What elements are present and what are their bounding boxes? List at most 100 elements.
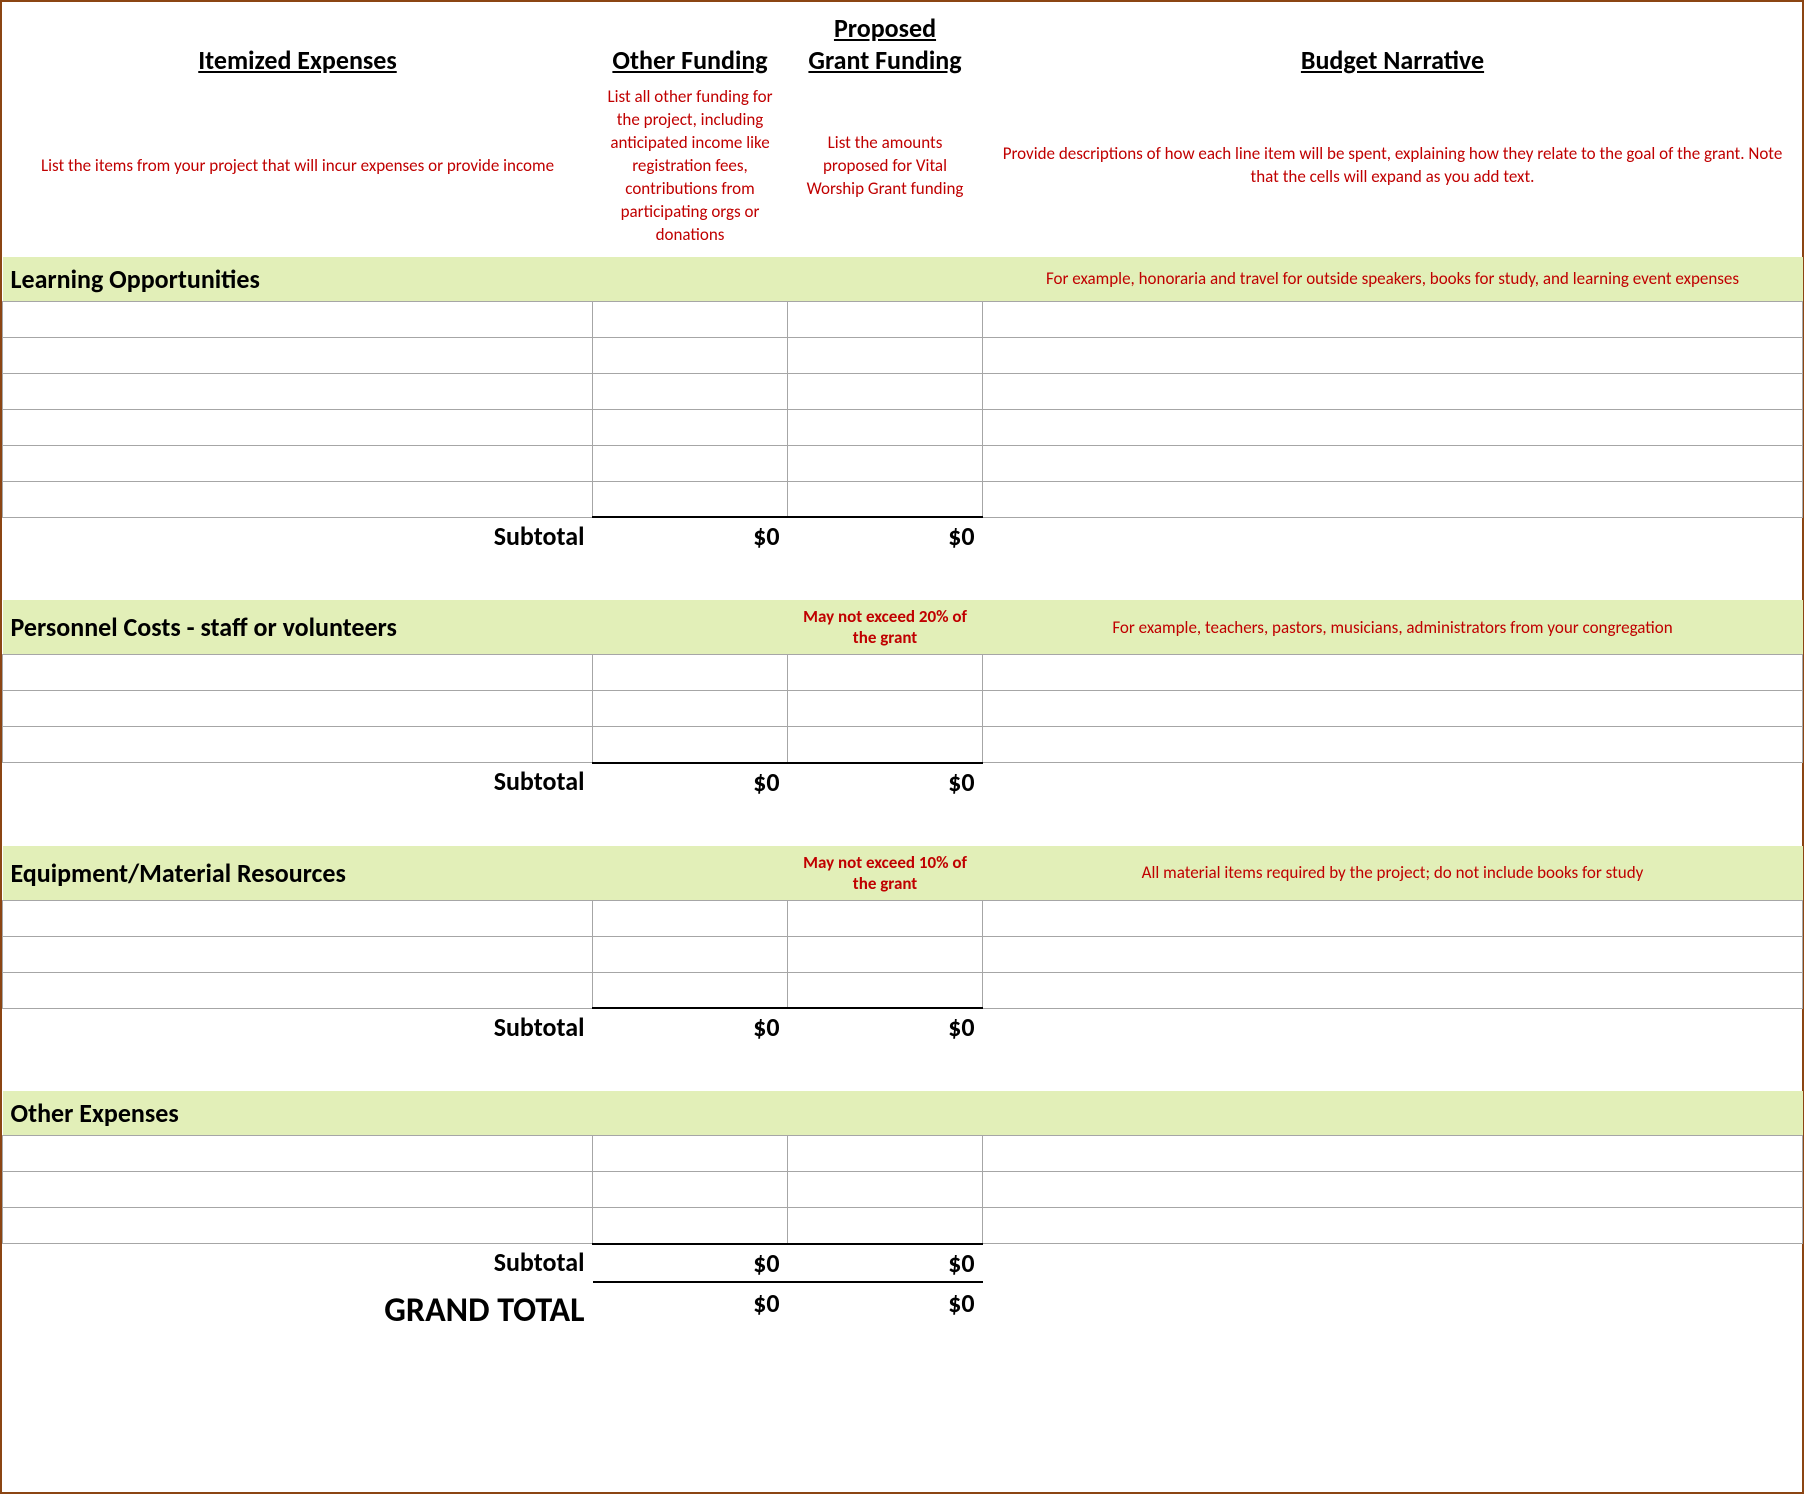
cell-other[interactable] — [593, 481, 788, 517]
cell-itemized[interactable] — [3, 481, 593, 517]
cell-grant[interactable] — [788, 373, 983, 409]
cell-grant[interactable] — [788, 655, 983, 691]
cell-grant[interactable] — [788, 481, 983, 517]
table-row — [3, 301, 1803, 337]
cell-itemized[interactable] — [3, 936, 593, 972]
cell-narrative[interactable] — [983, 972, 1803, 1008]
cell-itemized[interactable] — [3, 409, 593, 445]
table-row — [3, 337, 1803, 373]
cell-other[interactable] — [593, 655, 788, 691]
section-note-other — [788, 1091, 983, 1136]
subtotal-row-personnel: Subtotal $0 $0 — [3, 763, 1803, 800]
cell-itemized[interactable] — [3, 655, 593, 691]
table-row — [3, 1208, 1803, 1244]
cell-narrative[interactable] — [983, 481, 1803, 517]
cell-grant[interactable] — [788, 972, 983, 1008]
cell-other[interactable] — [593, 936, 788, 972]
cell-itemized[interactable] — [3, 1172, 593, 1208]
subtotal-grant: $0 — [788, 763, 983, 800]
table-row — [3, 481, 1803, 517]
section-title-personnel: Personnel Costs - staff or volunteers — [3, 600, 788, 655]
header-grant-funding: Proposed Grant Funding — [788, 2, 983, 80]
cell-narrative[interactable] — [983, 936, 1803, 972]
cell-narrative[interactable] — [983, 691, 1803, 727]
table-row — [3, 409, 1803, 445]
cell-narrative[interactable] — [983, 1136, 1803, 1172]
section-title-equipment: Equipment/Material Resources — [3, 846, 788, 901]
table-row — [3, 727, 1803, 763]
cell-grant[interactable] — [788, 727, 983, 763]
cell-itemized[interactable] — [3, 1208, 593, 1244]
cell-grant[interactable] — [788, 301, 983, 337]
subtotal-grant: $0 — [788, 1244, 983, 1282]
header-itemized: Itemized Expenses — [3, 2, 593, 80]
header-narrative: Budget Narrative — [983, 2, 1803, 80]
cell-itemized[interactable] — [3, 727, 593, 763]
cell-other[interactable] — [593, 301, 788, 337]
section-example-other — [983, 1091, 1803, 1136]
cell-grant[interactable] — [788, 936, 983, 972]
cell-grant[interactable] — [788, 1136, 983, 1172]
cell-grant[interactable] — [788, 691, 983, 727]
cell-other[interactable] — [593, 1172, 788, 1208]
subtotal-spacer — [983, 1008, 1803, 1045]
table-row — [3, 972, 1803, 1008]
cell-other[interactable] — [593, 972, 788, 1008]
grand-total-row: GRAND TOTAL $0 $0 — [3, 1282, 1803, 1333]
desc-grant-funding: List the amounts proposed for Vital Wors… — [788, 80, 983, 257]
cell-other[interactable] — [593, 373, 788, 409]
cell-other[interactable] — [593, 727, 788, 763]
cell-narrative[interactable] — [983, 301, 1803, 337]
cell-grant[interactable] — [788, 1172, 983, 1208]
section-example-personnel: For example, teachers, pastors, musician… — [983, 600, 1803, 655]
cell-other[interactable] — [593, 445, 788, 481]
cell-narrative[interactable] — [983, 900, 1803, 936]
section-header-personnel: Personnel Costs - staff or volunteers Ma… — [3, 600, 1803, 655]
subtotal-label: Subtotal — [3, 1244, 593, 1282]
grand-total-label: GRAND TOTAL — [3, 1282, 593, 1333]
section-note-personnel: May not exceed 20% of the grant — [788, 600, 983, 655]
cell-narrative[interactable] — [983, 337, 1803, 373]
section-note-equipment: May not exceed 10% of the grant — [788, 846, 983, 901]
subtotal-spacer — [983, 763, 1803, 800]
subtotal-other: $0 — [593, 1008, 788, 1045]
cell-itemized[interactable] — [3, 972, 593, 1008]
cell-itemized[interactable] — [3, 691, 593, 727]
spacer-row — [3, 800, 1803, 846]
cell-grant[interactable] — [788, 1208, 983, 1244]
table-row — [3, 445, 1803, 481]
subtotal-row-equipment: Subtotal $0 $0 — [3, 1008, 1803, 1045]
desc-itemized: List the items from your project that wi… — [3, 80, 593, 257]
cell-itemized[interactable] — [3, 373, 593, 409]
cell-narrative[interactable] — [983, 373, 1803, 409]
cell-itemized[interactable] — [3, 301, 593, 337]
cell-itemized[interactable] — [3, 337, 593, 373]
section-example-equipment: All material items required by the proje… — [983, 846, 1803, 901]
cell-other[interactable] — [593, 900, 788, 936]
header-other-funding: Other Funding — [593, 2, 788, 80]
cell-narrative[interactable] — [983, 655, 1803, 691]
cell-narrative[interactable] — [983, 409, 1803, 445]
cell-itemized[interactable] — [3, 445, 593, 481]
cell-other[interactable] — [593, 1208, 788, 1244]
cell-other[interactable] — [593, 1136, 788, 1172]
table-row — [3, 1172, 1803, 1208]
section-title-learning: Learning Opportunities — [3, 257, 788, 302]
cell-itemized[interactable] — [3, 900, 593, 936]
cell-narrative[interactable] — [983, 1208, 1803, 1244]
cell-other[interactable] — [593, 409, 788, 445]
subtotal-row-other: Subtotal $0 $0 — [3, 1244, 1803, 1282]
cell-grant[interactable] — [788, 337, 983, 373]
subtotal-grant: $0 — [788, 517, 983, 554]
cell-grant[interactable] — [788, 409, 983, 445]
cell-narrative[interactable] — [983, 445, 1803, 481]
cell-other[interactable] — [593, 337, 788, 373]
cell-grant[interactable] — [788, 900, 983, 936]
cell-narrative[interactable] — [983, 727, 1803, 763]
subtotal-other: $0 — [593, 517, 788, 554]
budget-table: Itemized Expenses Other Funding Proposed… — [2, 2, 1803, 1333]
cell-itemized[interactable] — [3, 1136, 593, 1172]
cell-other[interactable] — [593, 691, 788, 727]
cell-grant[interactable] — [788, 445, 983, 481]
cell-narrative[interactable] — [983, 1172, 1803, 1208]
